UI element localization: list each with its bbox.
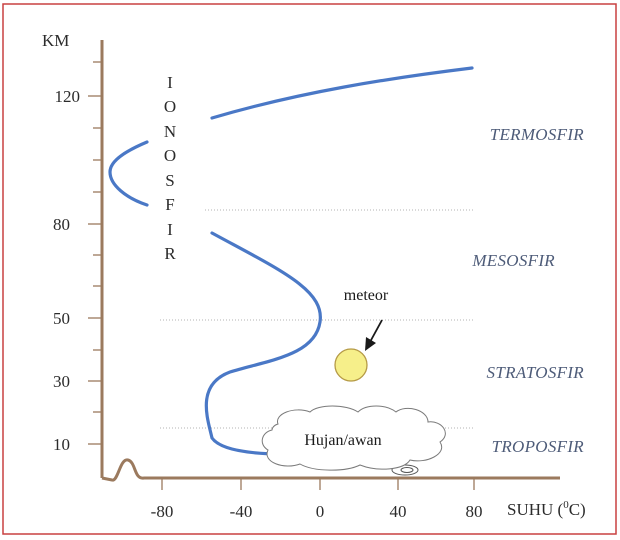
x-tick-label-40: 40 bbox=[390, 502, 407, 521]
ionosphere-vertical-label: I O N O S F I R bbox=[164, 73, 176, 263]
y-tick-label-80: 80 bbox=[53, 215, 70, 234]
ionosphere-letter: I bbox=[167, 220, 173, 239]
ionosphere-letter: O bbox=[164, 97, 176, 116]
meteor-label: meteor bbox=[344, 287, 389, 304]
cloud-shape bbox=[261, 405, 446, 471]
cloud-label: Hujan/awan bbox=[304, 432, 381, 449]
ionosphere-letter: R bbox=[164, 244, 176, 263]
x-tick-label-0: 0 bbox=[316, 502, 325, 521]
thermosphere-curve bbox=[210, 66, 474, 120]
y-tick-label-50: 50 bbox=[53, 309, 70, 328]
ionosphere-curve bbox=[108, 140, 149, 207]
ionosphere-letter: S bbox=[165, 171, 174, 190]
y-tick-label-30: 30 bbox=[53, 372, 70, 391]
x-tick-label-80: 80 bbox=[466, 502, 483, 521]
y-axis-ticks bbox=[88, 61, 102, 445]
ionosphere-letter: I bbox=[167, 73, 173, 92]
temperature-curve-main bbox=[204, 231, 322, 456]
x-axis-ticks bbox=[161, 478, 475, 490]
x-axis bbox=[101, 458, 560, 482]
meteor-arrow-head bbox=[365, 337, 376, 351]
x-axis-title: SUHU (0C) bbox=[507, 499, 586, 519]
ionosphere-letter: F bbox=[165, 195, 174, 214]
meteor-arrow-shaft bbox=[369, 319, 383, 343]
meteor-ball bbox=[334, 348, 368, 382]
y-unit-label: KM bbox=[42, 31, 69, 50]
ionosphere-letter: N bbox=[164, 122, 176, 141]
ionosphere-letter: O bbox=[164, 146, 176, 165]
frame-border bbox=[2, 3, 617, 535]
x-tick-label-minus80: -80 bbox=[151, 502, 174, 521]
layer-label-stratosphere: STRATOSFIR bbox=[487, 363, 585, 382]
x-tick-label-minus40: -40 bbox=[230, 502, 253, 521]
layer-label-mesosphere: MESOSFIR bbox=[471, 251, 555, 270]
layer-label-troposphere: TROPOSFIR bbox=[492, 437, 585, 456]
y-tick-label-10: 10 bbox=[53, 435, 70, 454]
y-tick-label-120: 120 bbox=[55, 87, 81, 106]
layer-label-thermosphere: TERMOSFIR bbox=[490, 125, 585, 144]
